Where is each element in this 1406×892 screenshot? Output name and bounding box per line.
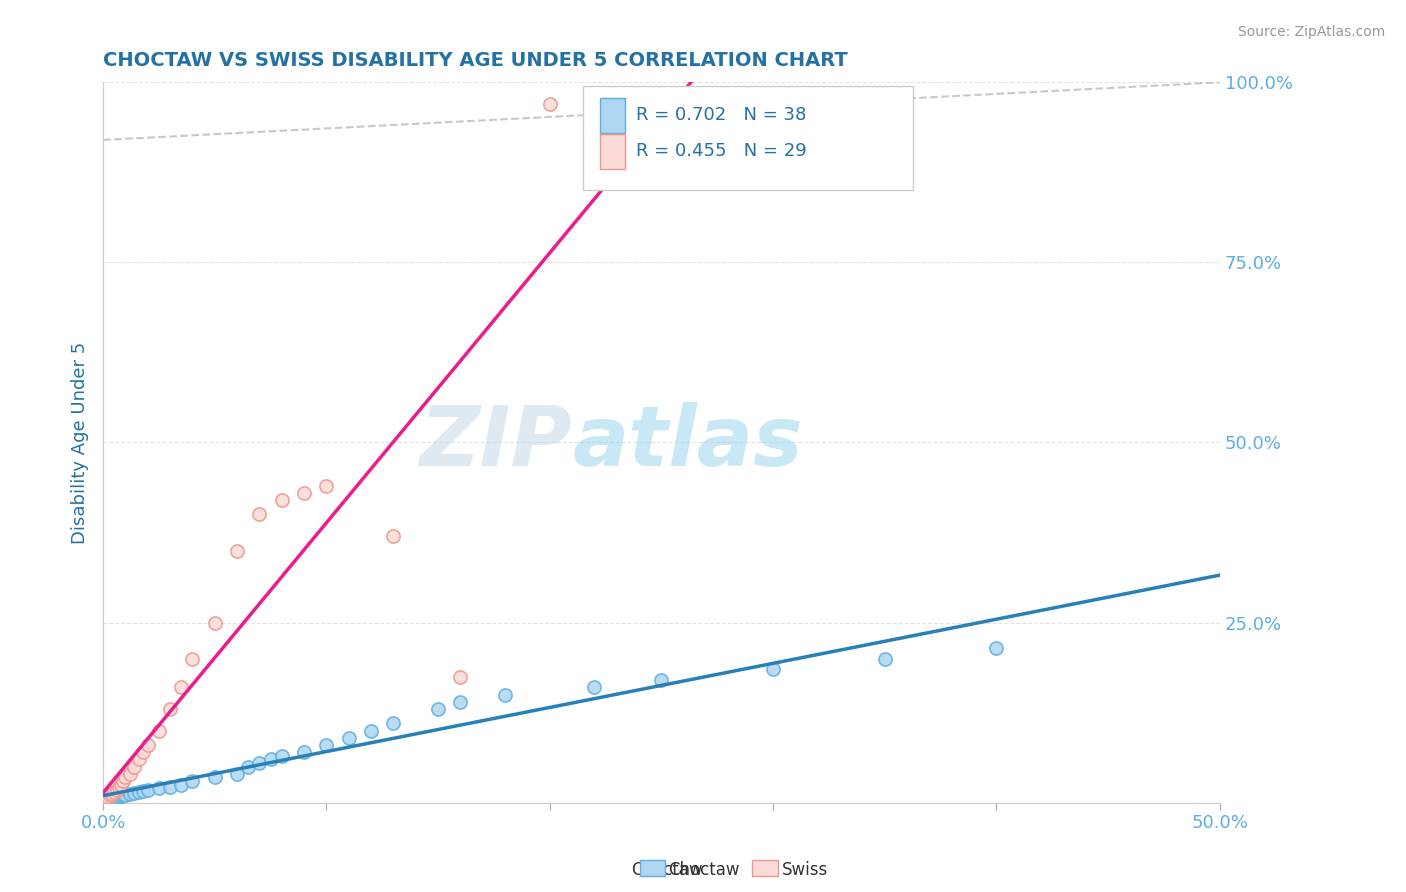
Point	[118, 766, 141, 780]
Point	[494, 688, 516, 702]
Point	[98, 789, 121, 803]
Point	[259, 752, 281, 766]
Text: Source: ZipAtlas.com: Source: ZipAtlas.com	[1237, 25, 1385, 39]
Point	[170, 778, 193, 792]
Point	[97, 789, 120, 804]
Point	[449, 695, 471, 709]
Point	[226, 766, 249, 780]
Point	[112, 789, 135, 803]
Point	[292, 745, 315, 759]
Point	[427, 702, 450, 716]
Point	[105, 782, 128, 797]
Point	[315, 738, 337, 752]
Text: atlas: atlas	[572, 402, 803, 483]
Point	[249, 508, 271, 522]
Point	[986, 640, 1008, 655]
Point	[170, 681, 193, 695]
Point	[159, 702, 181, 716]
Point	[128, 752, 150, 766]
Point	[583, 681, 606, 695]
FancyBboxPatch shape	[583, 86, 912, 190]
Point	[128, 785, 150, 799]
Point	[762, 662, 785, 676]
Point	[204, 771, 226, 785]
Text: CHOCTAW VS SWISS DISABILITY AGE UNDER 5 CORRELATION CHART: CHOCTAW VS SWISS DISABILITY AGE UNDER 5 …	[103, 51, 848, 70]
Point	[382, 529, 405, 543]
Point	[101, 787, 124, 801]
Point	[103, 785, 125, 799]
Point	[538, 97, 561, 112]
Point	[148, 781, 170, 796]
Point	[94, 794, 117, 808]
Point	[292, 486, 315, 500]
Point	[103, 791, 125, 805]
Point	[148, 723, 170, 738]
Text: R = 0.455   N = 29: R = 0.455 N = 29	[636, 142, 807, 160]
Point	[204, 615, 226, 630]
Point	[107, 781, 129, 796]
Point	[118, 787, 141, 801]
Point	[124, 785, 146, 799]
Point	[270, 493, 292, 508]
Point	[337, 731, 360, 745]
Point	[110, 789, 132, 804]
Text: R = 0.702   N = 38: R = 0.702 N = 38	[636, 106, 806, 124]
Point	[105, 790, 128, 805]
Point	[226, 543, 249, 558]
Point	[449, 669, 471, 683]
Bar	[600, 98, 624, 133]
Bar	[600, 134, 624, 169]
Text: Swiss: Swiss	[782, 861, 828, 879]
Point	[270, 748, 292, 763]
Point	[873, 651, 896, 665]
Point	[94, 792, 117, 806]
Point	[136, 782, 159, 797]
Point	[249, 756, 271, 770]
Point	[650, 89, 672, 103]
Point	[114, 789, 136, 803]
Point	[132, 784, 155, 798]
Point	[132, 745, 155, 759]
Point	[159, 780, 181, 794]
Y-axis label: Disability Age Under 5: Disability Age Under 5	[72, 342, 89, 543]
Point	[181, 651, 204, 665]
Point	[238, 759, 260, 773]
Point	[360, 723, 382, 738]
Text: Choctaw: Choctaw	[668, 861, 740, 879]
Point	[97, 793, 120, 807]
Point	[650, 673, 672, 688]
Point	[136, 738, 159, 752]
Point	[315, 478, 337, 492]
Point	[98, 793, 121, 807]
Text: ZIP: ZIP	[419, 402, 572, 483]
Text: Choctaw: Choctaw	[631, 861, 703, 879]
Point	[181, 774, 204, 789]
Point	[107, 789, 129, 804]
Point	[112, 774, 135, 789]
Point	[114, 771, 136, 785]
Point	[110, 778, 132, 792]
Point	[101, 792, 124, 806]
Point	[124, 759, 146, 773]
Point	[382, 716, 405, 731]
